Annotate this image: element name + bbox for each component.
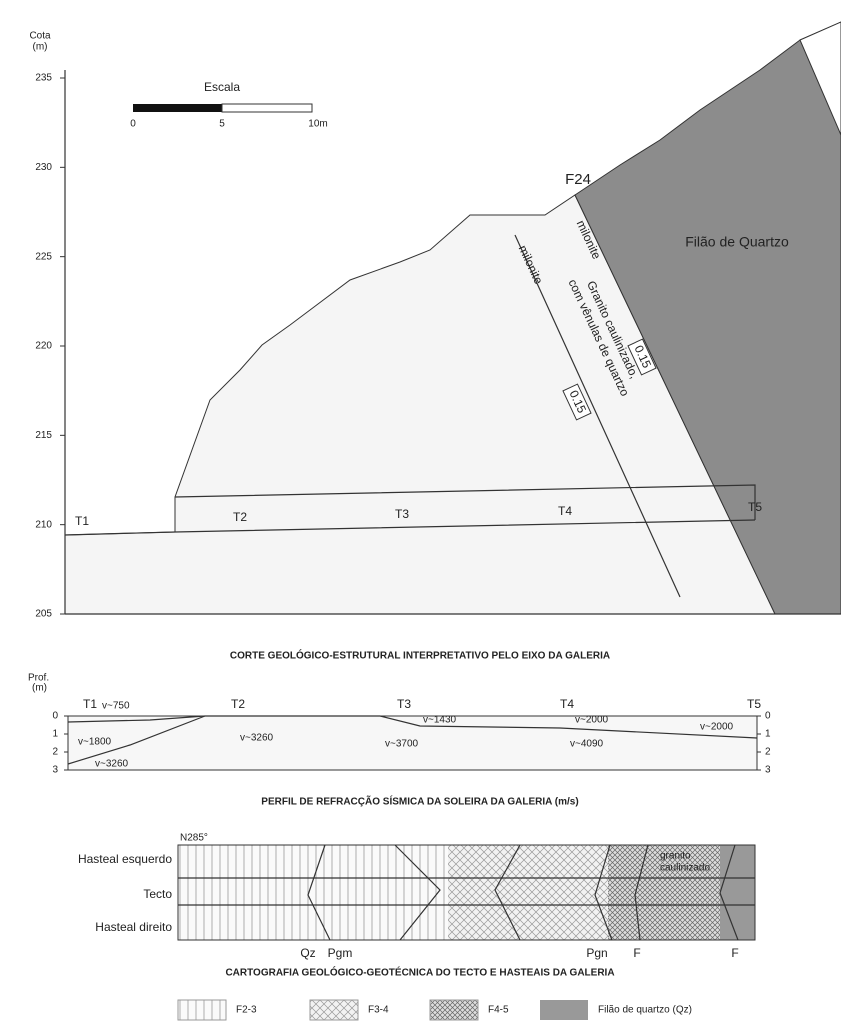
legend-label: F4-5 xyxy=(488,1005,509,1016)
zone xyxy=(720,845,755,940)
tick-label: 230 xyxy=(35,162,52,173)
axis-title: (m) xyxy=(33,42,48,53)
tick-label: 1 xyxy=(52,729,58,740)
tick-label: 2 xyxy=(765,747,771,758)
velocity-label: v~2000 xyxy=(700,722,734,733)
legend-swatch xyxy=(310,1000,358,1020)
row-label: Hasteal esquerdo xyxy=(78,852,172,866)
velocity-label: v~3260 xyxy=(240,733,274,744)
tick-label: 2 xyxy=(52,747,58,758)
vein-label: Filão de Quartzo xyxy=(685,234,789,250)
orientation-label: N285° xyxy=(180,833,208,844)
velocity-label: v~4090 xyxy=(570,739,604,750)
legend-label: F2-3 xyxy=(236,1005,257,1016)
station-label: T5 xyxy=(748,500,762,514)
velocity-label: v~1800 xyxy=(78,737,112,748)
tick-label: 205 xyxy=(35,609,52,620)
marker-label: Qz xyxy=(300,946,315,960)
scale-label: 0 xyxy=(130,119,136,130)
granite-label: granito xyxy=(660,851,691,862)
granite-label: caulinizado xyxy=(660,863,710,874)
row-label: Tecto xyxy=(143,887,172,901)
velocity-label: v~3700 xyxy=(385,739,419,750)
fault-label: F24 xyxy=(565,171,591,188)
legend: F2-3 F3-4 F4-5 Filão de quartzo (Qz) xyxy=(178,1000,692,1020)
tick-label: 3 xyxy=(52,765,58,776)
page: Cota (m) 235230225220215210205 Escala 0 … xyxy=(0,0,841,1033)
tick-label: 225 xyxy=(35,251,52,262)
axis-ticks: 235 230 225 220 215 210 205 xyxy=(35,73,65,620)
caption: PERFIL DE REFRACÇÃO SÍSMICA DA SOLEIRA D… xyxy=(261,795,578,808)
legend-label: Filão de quartzo (Qz) xyxy=(598,1005,692,1016)
tick-label: 1 xyxy=(765,729,771,740)
velocity-label: v~750 xyxy=(102,701,130,712)
scale-bar xyxy=(222,104,312,112)
station-label: T4 xyxy=(560,697,574,711)
legend-swatch xyxy=(430,1000,478,1020)
station-label: T2 xyxy=(233,510,247,524)
marker-label: F xyxy=(731,946,738,960)
station-label: T1 xyxy=(83,697,97,711)
figure: Cota (m) 235230225220215210205 Escala 0 … xyxy=(0,0,841,1033)
station-label: T4 xyxy=(558,504,572,518)
tick-label: 220 xyxy=(35,341,52,352)
axis-title: Cota xyxy=(29,31,51,42)
axis-title: (m) xyxy=(32,683,47,694)
velocity-label: v~1430 xyxy=(423,715,457,726)
scale-title: Escala xyxy=(204,80,240,94)
station-label: T2 xyxy=(231,697,245,711)
zone xyxy=(448,845,608,940)
tick-label: 0 xyxy=(765,711,771,722)
velocity-label: v~3260 xyxy=(95,759,129,770)
marker-label: Pgn xyxy=(586,946,607,960)
station-label: T3 xyxy=(395,507,409,521)
caption: CARTOGRAFIA GEOLÓGICO-GEOTÉCNICA DO TECT… xyxy=(225,966,614,979)
tick-label: 210 xyxy=(35,519,52,530)
station-label: T3 xyxy=(397,697,411,711)
station-label: T5 xyxy=(747,697,761,711)
gallery-mapping: N285° Hasteal esquerdo Tecto Hasteal dir… xyxy=(78,833,755,979)
tick-label: 0 xyxy=(52,711,58,722)
caption: CORTE GEOLÓGICO-ESTRUTURAL INTERPRETATIV… xyxy=(230,649,610,662)
velocity-label: v~2000 xyxy=(575,715,609,726)
scale-label: 10m xyxy=(308,119,327,130)
scale-bar xyxy=(133,104,222,112)
zone xyxy=(178,845,448,940)
tick-label: 235 xyxy=(35,73,52,84)
row-label: Hasteal direito xyxy=(95,920,172,934)
marker-label: Pgm xyxy=(328,946,353,960)
legend-swatch xyxy=(540,1000,588,1020)
marker-label: F xyxy=(633,946,640,960)
tick-label: 215 xyxy=(35,430,52,441)
station-label: T1 xyxy=(75,514,89,528)
legend-swatch xyxy=(178,1000,226,1020)
legend-label: F3-4 xyxy=(368,1005,389,1016)
scale-label: 5 xyxy=(219,119,225,130)
tick-label: 3 xyxy=(765,765,771,776)
